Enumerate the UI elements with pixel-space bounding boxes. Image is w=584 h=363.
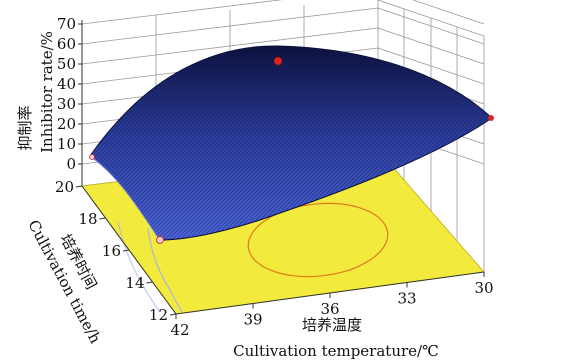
x-tick-label: 42 bbox=[170, 321, 189, 339]
z-tick-label: 0 bbox=[66, 155, 76, 173]
z-axis-ticks: 0 10 20 30 40 50 60 70 bbox=[57, 15, 82, 173]
design-points bbox=[89, 56, 494, 244]
z-axis-title-en: Inhibitor rate/% bbox=[38, 31, 56, 153]
right-back-wall-border bbox=[377, 0, 485, 272]
response-surface-mesh bbox=[90, 45, 492, 240]
z-tick-label: 10 bbox=[57, 135, 76, 153]
contour-inner bbox=[247, 202, 389, 278]
z-grid-left bbox=[81, 0, 283, 25]
z-grid-right bbox=[412, 0, 485, 25]
z-tick-label: 40 bbox=[57, 75, 76, 93]
surface-front-edge bbox=[89, 155, 161, 241]
y-tick-label: 20 bbox=[55, 178, 74, 196]
y-tick-mark bbox=[122, 249, 130, 252]
x-tick-label: 30 bbox=[474, 279, 493, 297]
y-tick-label: 16 bbox=[102, 242, 121, 260]
x-tick-label: 39 bbox=[243, 311, 262, 329]
y-tick-mark bbox=[169, 313, 177, 316]
x-axis-title-en: Cultivation temperature/℃ bbox=[233, 342, 439, 360]
contour-corner bbox=[147, 227, 183, 313]
design-point-center bbox=[273, 56, 283, 66]
y-tick-mark bbox=[75, 185, 83, 188]
y-tick-label: 14 bbox=[125, 274, 144, 292]
z-axis-title-zh: 抑制率 bbox=[16, 105, 34, 150]
y-tick-label: 18 bbox=[78, 210, 97, 228]
y-tick-label: 12 bbox=[149, 306, 168, 324]
x-axis-ticks: 42 39 36 33 30 bbox=[170, 272, 494, 339]
x-tick-label: 33 bbox=[397, 290, 416, 308]
design-point-bottom bbox=[156, 236, 164, 244]
z-tick-label: 30 bbox=[57, 95, 76, 113]
contour-corner-2 bbox=[117, 221, 161, 313]
x-tick-label: 36 bbox=[320, 300, 339, 318]
z-tick-label: 20 bbox=[57, 115, 76, 133]
floor-contours bbox=[117, 202, 389, 313]
z-tick-label: 60 bbox=[57, 35, 76, 53]
x-axis-title-zh: 培养温度 bbox=[302, 316, 362, 334]
design-point-right bbox=[488, 115, 494, 121]
design-point-left bbox=[89, 154, 95, 160]
y-tick-mark bbox=[99, 217, 106, 220]
y-tick-mark bbox=[146, 281, 153, 284]
z-tick-label: 50 bbox=[57, 55, 76, 73]
z-tick-label: 70 bbox=[57, 15, 76, 33]
